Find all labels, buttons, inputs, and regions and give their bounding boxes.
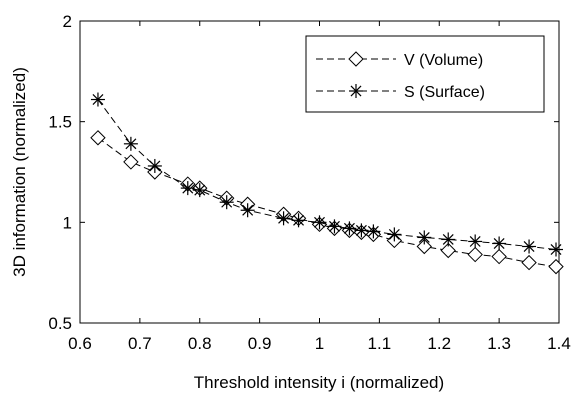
marker-stroke [523,241,535,252]
y-tick-label: 1.5 [48,113,72,132]
data-point [548,258,564,275]
x-tick-label: 1.2 [427,334,451,353]
marker-stroke [469,235,481,247]
data-point [180,181,195,196]
ticks: 0.6 0.7 0.8 0.9 1 1.1 1.2 1.3 1.4 0.5 1 1.5 2 [48,12,570,353]
x-tick-label: 1.1 [368,334,392,353]
marker-stroke [194,184,206,196]
series-surface [90,92,564,257]
x-tick-label: 0.7 [128,334,152,353]
legend-entry: S (Surface) [316,84,485,101]
data-point [417,230,432,245]
x-tick-label: 1 [315,334,324,353]
marker-stroke [350,85,362,97]
marker-stroke [242,204,254,216]
data-point [276,211,291,226]
data-point [354,223,369,238]
marker-stroke [92,94,104,105]
data-point [240,203,255,218]
marker-stroke [314,216,325,228]
marker-stroke [493,238,505,249]
y-tick-label: 1 [63,213,72,232]
data-point [123,154,139,170]
y-tick-label: 0.5 [48,314,72,333]
legend-marker [348,51,364,67]
marker-stroke [442,233,454,245]
legend-entries: V (Volume) S (Surface) [316,51,485,101]
legend-entry: V (Volume) [316,51,483,69]
data-point [416,238,432,255]
data-point [90,92,105,107]
x-tick-label: 0.9 [248,334,272,353]
y-axis-label: 3D information (normalized) [10,67,29,277]
data-point [291,213,306,228]
data-point [312,215,327,230]
x-tick-label: 0.8 [188,334,212,353]
data-point [90,130,106,146]
legend-label: S (Surface) [404,84,485,101]
marker-stroke [343,222,355,234]
marker-stroke [293,214,305,226]
data-point [342,221,357,236]
marker-stroke [418,231,430,243]
legend-marker [349,84,363,98]
data-point [441,232,456,247]
marker-stroke [125,138,137,150]
data-point [387,227,402,242]
data-point [366,224,381,239]
legend-label: V (Volume) [404,52,483,69]
x-tick-label: 0.6 [68,334,92,353]
data-point [219,195,234,210]
marker-stroke [388,228,400,240]
data-point [123,136,138,151]
marker-stroke [221,196,233,208]
x-tick-label: 1.3 [487,334,511,353]
marker-stroke [550,244,562,255]
data-point [491,248,507,265]
x-axis-label: Threshold intensity i (normalized) [194,373,444,392]
data-point [192,183,207,198]
data-point [521,254,537,271]
legend: V (Volume) S (Surface) [305,35,545,113]
data-point [522,239,537,254]
x-tick-label: 1.4 [547,334,571,353]
data-point [327,219,342,234]
data-point [147,158,162,173]
data-point [492,236,507,251]
marker-stroke [149,160,161,172]
series-layer [90,92,564,275]
marker-stroke [278,212,290,224]
data-point [549,242,564,257]
data-point [468,234,483,249]
data-point [467,246,483,263]
legend-box [305,35,545,113]
marker-stroke [355,224,367,236]
data-point [440,242,456,259]
marker-stroke [329,220,340,232]
marker-stroke [182,182,194,194]
marker-stroke [367,225,379,237]
y-tick-label: 2 [63,12,72,31]
